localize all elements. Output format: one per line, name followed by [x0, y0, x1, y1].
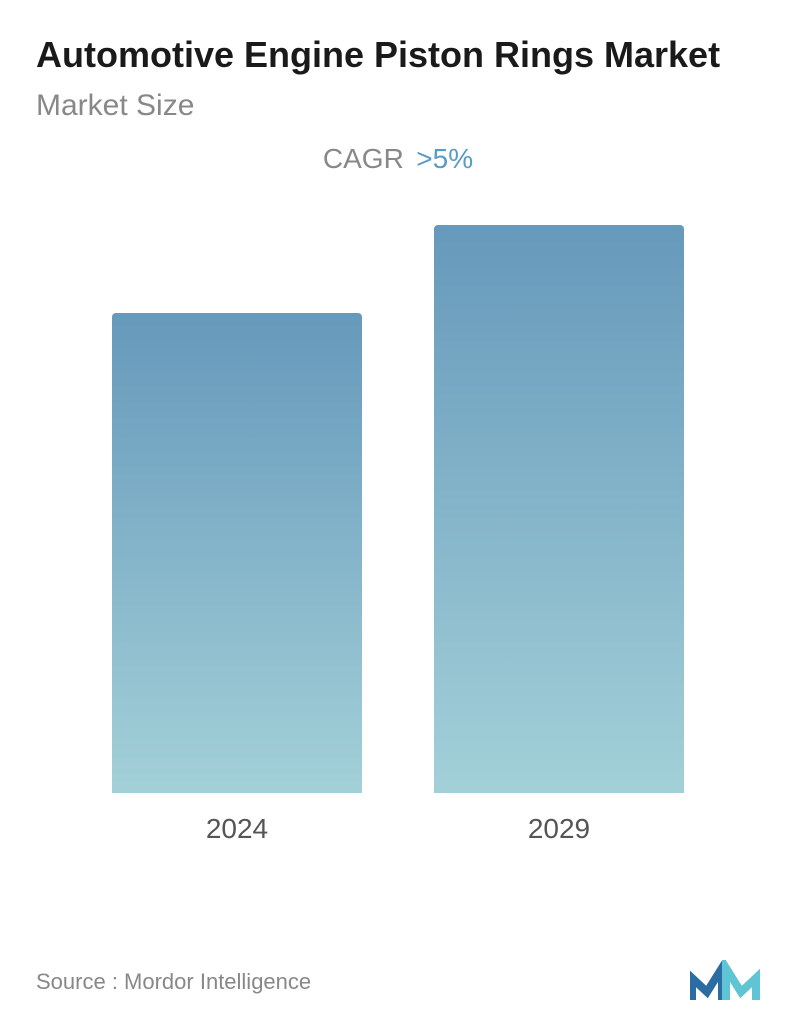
bar-group-0: 2024	[112, 225, 362, 845]
cagr-value: >5%	[416, 143, 473, 174]
cagr-label: CAGR	[323, 143, 404, 174]
bar-chart: 2024 2029	[36, 225, 760, 845]
bar-label-0: 2024	[206, 813, 268, 845]
source-text: Source : Mordor Intelligence	[36, 969, 311, 995]
chart-title: Automotive Engine Piston Rings Market	[36, 32, 760, 77]
cagr-container: CAGR >5%	[36, 143, 760, 175]
chart-subtitle: Market Size	[36, 89, 760, 123]
bar-group-1: 2029	[434, 225, 684, 845]
bar-1	[434, 225, 684, 793]
bar-label-1: 2029	[528, 813, 590, 845]
mordor-logo-icon	[690, 960, 760, 1004]
chart-footer: Source : Mordor Intelligence	[36, 960, 760, 1004]
bar-0	[112, 313, 362, 793]
